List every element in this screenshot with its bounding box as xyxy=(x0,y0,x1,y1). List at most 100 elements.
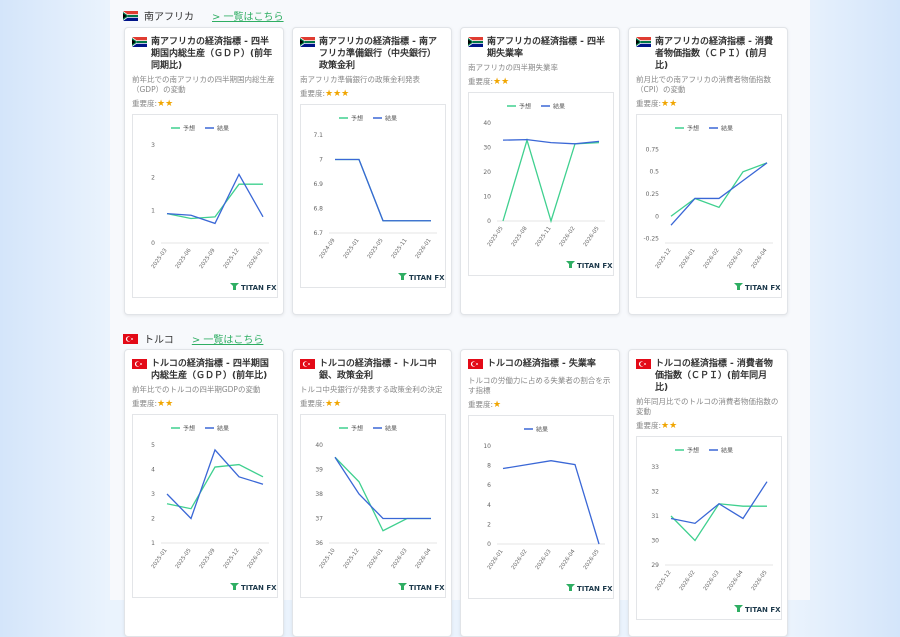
chart: 予想 結果 29 30 31 32 33 2025-12 2026-02 2026-03 2026-… xyxy=(651,447,781,615)
y-tick-label: 31 xyxy=(651,513,659,520)
title-text: 南アフリカの経済指標 - 消費者物価指数（ＣＰＩ）(前月比) xyxy=(655,37,774,71)
x-tick-label: 2026-03 xyxy=(535,548,553,571)
legend-label: 結果 xyxy=(217,425,229,433)
flag-part xyxy=(472,361,477,367)
x-tick-label: 2025-12 xyxy=(223,248,241,270)
chart: 予想 結果 6.7 6.8 6.9 7 7.1 2024-09 2025-01 2025-05 20… xyxy=(313,115,445,283)
y-tick-label: 0 xyxy=(487,218,491,225)
flag-part xyxy=(132,42,147,47)
flag-part xyxy=(636,39,640,45)
flag xyxy=(132,359,147,369)
x-tick-label: 2025-11 xyxy=(535,226,553,248)
importance: 重要度:★★★ xyxy=(300,88,444,99)
x-tick-label: 2025-12 xyxy=(655,570,673,592)
chart: 予想 結果 0 1 2 3 2025-03 2025-06 2025-09 2025-12 2026… xyxy=(151,125,278,293)
country-name: 南アフリカ xyxy=(144,12,194,23)
indicator-card[interactable]: トルコの経済指標 - トルコ中銀、政策金利 トルコ中央銀行が発表する政策金利の決定… xyxy=(292,349,452,637)
title-text: 南アフリカの経済指標 - 南アフリカ準備銀行（中央銀行）政策金利 xyxy=(319,37,438,71)
importance-stars: ★★ xyxy=(493,77,510,87)
flag-wrap xyxy=(132,37,147,72)
series-line xyxy=(335,158,431,222)
y-tick-label: 2 xyxy=(487,521,491,528)
flag-part xyxy=(300,37,315,42)
importance-stars: ★ xyxy=(493,400,502,410)
view-all-link[interactable]: > 一覧はこちら xyxy=(212,12,284,23)
logo: TITAN FX xyxy=(745,284,781,292)
card-description: 南アフリカの四半期失業率 xyxy=(468,63,558,72)
x-tick-label: 2025-05 xyxy=(175,547,193,570)
card-row: 南アフリカの経済指標 - 四半期国内総生産（ＧＤＰ）(前年同期比) 前年比での南ア… xyxy=(124,27,788,315)
card-title: トルコの経済指標 - 四半期国内総生産（ＧＤＰ）(前年比) xyxy=(132,358,276,382)
logo-icon xyxy=(398,273,407,280)
importance: 重要度:★★ xyxy=(132,398,276,409)
x-tick-label: 2026-04 xyxy=(727,569,745,592)
x-tick-label: 2026-03 xyxy=(247,247,265,270)
x-tick-label: 2026-05 xyxy=(583,225,601,248)
logo-icon xyxy=(734,283,743,290)
y-tick-label: 0 xyxy=(655,213,659,220)
y-tick-label: 37 xyxy=(315,516,323,523)
title-text: トルコの経済指標 - トルコ中銀、政策金利 xyxy=(319,359,437,381)
flag-part xyxy=(123,13,127,18)
chart-box: 予想 結果 0 10 20 30 40 2025-05 2025-08 2025-11 2026-0… xyxy=(468,92,614,276)
x-tick-label: 2026-01 xyxy=(367,548,385,570)
logo: TITAN FX xyxy=(241,584,277,592)
flag-wrap xyxy=(636,359,651,394)
indicator-card[interactable]: トルコの経済指標 - 失業率 トルコの労働力に占める失業者の割合を示す指標 重要度:… xyxy=(460,349,620,637)
indicator-card[interactable]: 南アフリカの経済指標 - 消費者物価指数（ＣＰＩ）(前月比) 前月比での南アフリカ… xyxy=(628,27,788,315)
importance-label: 重要度: xyxy=(300,89,326,98)
y-tick-label: 4 xyxy=(151,467,155,474)
flag-part xyxy=(123,15,138,21)
importance: 重要度:★★ xyxy=(132,98,276,109)
y-tick-label: 1 xyxy=(151,207,155,214)
y-tick-label: 5 xyxy=(151,442,155,449)
flag-part xyxy=(127,336,132,341)
card-description: トルコの労働力に占める失業者の割合を示す指標 xyxy=(468,376,611,395)
chart: 予想 結果 1 2 3 4 5 2025-01 2025-05 2025-09 2025-12 202… xyxy=(151,425,278,593)
x-tick-label: 2026-01 xyxy=(679,248,697,270)
y-tick-label: 6 xyxy=(487,482,491,489)
indicator-card[interactable]: トルコの経済指標 - 消費者物価指数（ＣＰＩ）(前年同月比) 前年同月比でのトルコ… xyxy=(628,349,788,637)
indicator-card[interactable]: 南アフリカの経済指標 - 四半期国内総生産（ＧＤＰ）(前年同期比) 前年比での南ア… xyxy=(124,27,284,315)
importance-label: 重要度: xyxy=(636,99,662,108)
y-tick-label: 32 xyxy=(651,489,659,496)
y-tick-label: 38 xyxy=(315,491,323,498)
indicator-card[interactable]: トルコの経済指標 - 四半期国内総生産（ＧＤＰ）(前年比) 前年比でのトルコの四半… xyxy=(124,349,284,637)
x-tick-label: 2026-02 xyxy=(703,248,721,270)
flag-part xyxy=(468,39,472,45)
title-text: トルコの経済指標 - 四半期国内総生産（ＧＤＰ）(前年比) xyxy=(151,359,269,381)
view-all-link[interactable]: > 一覧はこちら xyxy=(191,335,264,346)
y-tick-label: 39 xyxy=(315,467,323,474)
flag xyxy=(132,37,147,47)
y-tick-label: 4 xyxy=(487,502,491,509)
y-tick-label: 20 xyxy=(483,169,491,176)
logo: TITAN FX xyxy=(745,606,781,614)
card-description: 前年同月比でのトルコの消費者物価指数の変動 xyxy=(636,397,779,416)
legend-label: 結果 xyxy=(536,426,548,434)
x-tick-label: 2026-02 xyxy=(679,570,697,592)
x-tick-label: 2025-12 xyxy=(223,548,241,570)
y-tick-label: 0 xyxy=(151,240,155,247)
card-title: 南アフリカの経済指標 - 四半期国内総生産（ＧＤＰ）(前年同期比) xyxy=(132,36,276,72)
chart: 予想 結果 0 10 20 30 40 2025-05 2025-08 2025-11 2026-0… xyxy=(483,103,613,271)
series-line xyxy=(670,162,768,217)
flag-part xyxy=(123,10,138,16)
indicator-card[interactable]: 南アフリカの経済指標 - 南アフリカ準備銀行（中央銀行）政策金利 南アフリカ準備銀… xyxy=(292,27,452,315)
logo: TITAN FX xyxy=(577,262,613,270)
importance-label: 重要度: xyxy=(468,77,494,86)
legend-label: 結果 xyxy=(385,115,397,123)
x-tick-label: 2026-04 xyxy=(751,247,769,270)
flag-wrap xyxy=(300,359,315,382)
logo: TITAN FX xyxy=(409,274,445,282)
flag-part xyxy=(644,363,646,365)
x-tick-label: 2026-02 xyxy=(559,226,577,248)
chart-box: 予想 結果 -0.25 0 0.25 0.5 0.75 2025-12 2026-01 2026-… xyxy=(636,114,782,298)
logo-icon xyxy=(230,583,239,590)
flag xyxy=(468,359,483,369)
logo: TITAN FX xyxy=(577,585,613,593)
y-tick-label: 6.9 xyxy=(313,181,323,188)
flag-part xyxy=(636,37,651,42)
flag-part xyxy=(131,337,133,340)
legend-label: 結果 xyxy=(553,103,565,111)
indicator-card[interactable]: 南アフリカの経済指標 - 四半期失業率 南アフリカの四半期失業率 重要度:★★ 予想 結… xyxy=(460,27,620,315)
